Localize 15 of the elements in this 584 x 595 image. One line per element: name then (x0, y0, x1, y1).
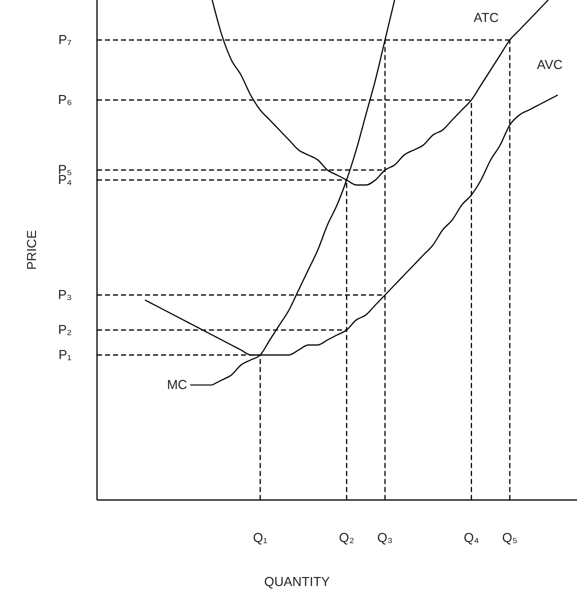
series-label: P₇ (58, 32, 72, 47)
series-label: P₂ (58, 322, 72, 337)
y-axis-title: PRICE (24, 230, 39, 270)
series-label: P₆ (58, 92, 72, 107)
x-tick-label: Q₄ (464, 530, 480, 545)
series-label: ATC (474, 10, 499, 25)
series-label: AVC (536, 57, 563, 72)
series-label: P₁ (58, 347, 72, 362)
series-label: P₃ (58, 287, 72, 302)
x-tick-label: Q₃ (377, 530, 393, 545)
x-axis-title: QUANTITY (264, 574, 330, 589)
x-tick-label: Q₂ (339, 530, 354, 545)
legend-label: MC (166, 377, 188, 392)
x-tick-label: Q₁ (252, 530, 268, 545)
x-tick-label: Q₅ (502, 530, 518, 545)
